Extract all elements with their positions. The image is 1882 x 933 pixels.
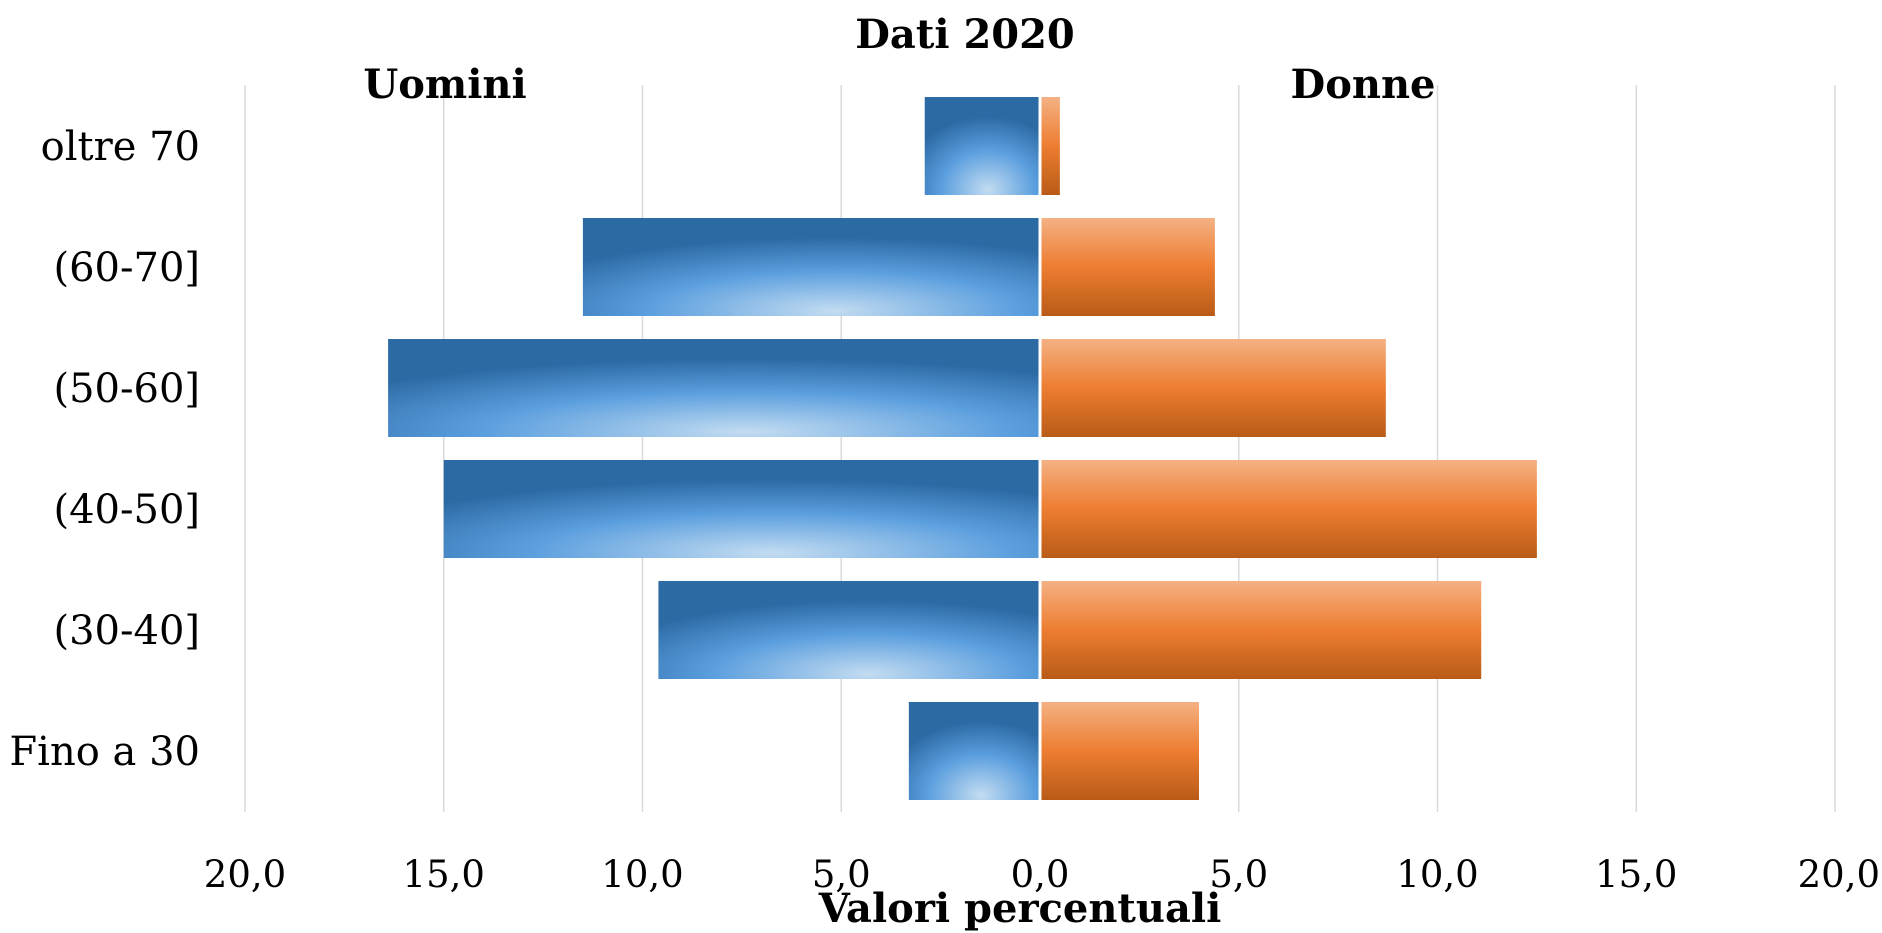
bar-women-4	[1040, 581, 1482, 679]
gridlines	[244, 85, 1836, 812]
legend-label-women: Donne	[1291, 61, 1436, 108]
x-tick-label-4: 0,0	[1011, 853, 1070, 896]
x-tick-label-8: 20,0	[1798, 853, 1880, 896]
category-label-1: (60-70]	[53, 245, 200, 291]
category-label-0: oltre 70	[41, 124, 200, 170]
x-tick-labels: 20,0 15,0 10,0 5,0 0,0 5,0 10,0 15,0 20,0	[204, 853, 1880, 896]
category-label-4: (30-40]	[53, 608, 200, 654]
bar-men-0	[924, 97, 1040, 195]
bar-women-2	[1040, 339, 1386, 437]
x-tick-label-6: 10,0	[1396, 853, 1478, 896]
bar-women-1	[1040, 218, 1215, 316]
category-label-2: (50-60]	[53, 366, 200, 412]
bar-men-4	[658, 581, 1040, 679]
bar-men-3	[443, 460, 1040, 558]
chart-title: Dati 2020	[855, 11, 1075, 58]
bar-men-5	[908, 702, 1040, 800]
bar-men-1	[582, 218, 1040, 316]
bar-women-0	[1040, 97, 1060, 195]
bar-men-2	[388, 339, 1041, 437]
bar-women-5	[1040, 702, 1199, 800]
x-axis-title: Valori percentuali	[818, 885, 1222, 932]
bars	[388, 97, 1537, 800]
category-labels: oltre 70 (60-70] (50-60] (40-50] (30-40] Fino…	[9, 124, 200, 775]
x-tick-label-3: 5,0	[812, 853, 871, 896]
x-tick-label-7: 15,0	[1595, 853, 1677, 896]
x-tick-label-1: 15,0	[403, 853, 485, 896]
x-tick-label-0: 20,0	[204, 853, 286, 896]
x-tick-label-5: 5,0	[1209, 853, 1268, 896]
bar-women-3	[1040, 460, 1537, 558]
x-tick-label-2: 10,0	[601, 853, 683, 896]
category-label-5: Fino a 30	[9, 729, 200, 775]
category-label-3: (40-50]	[53, 487, 200, 533]
legend-label-men: Uomini	[363, 61, 526, 108]
